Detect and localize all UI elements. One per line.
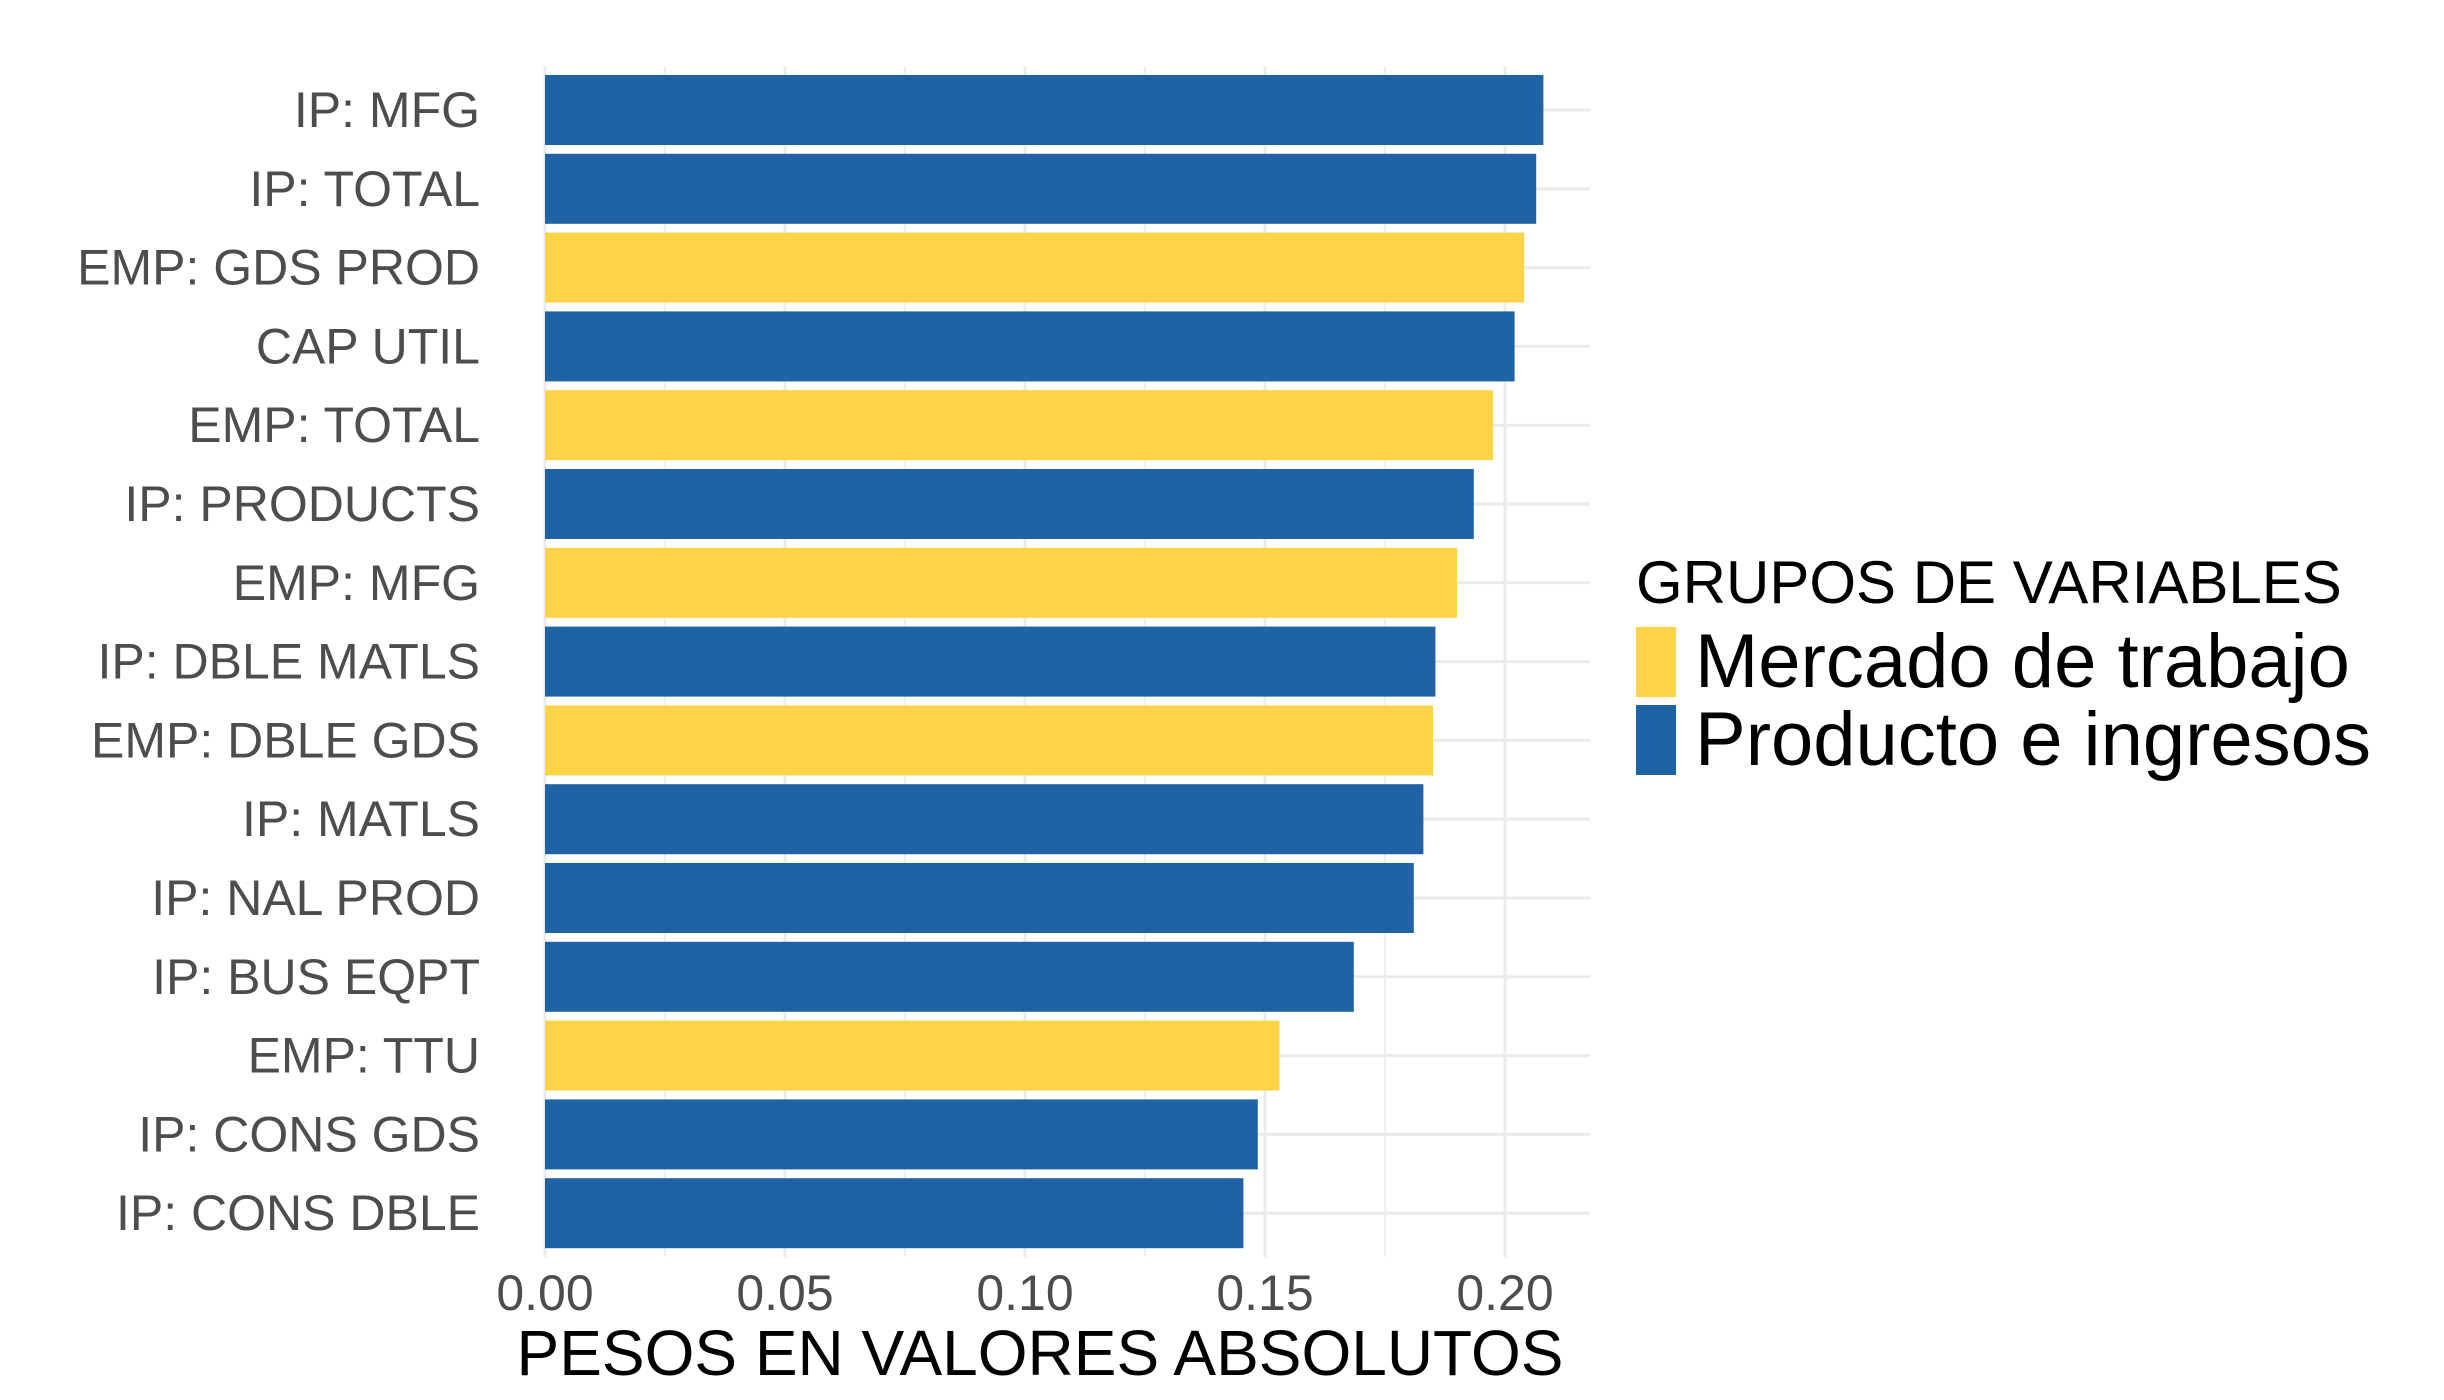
y-tick-label: EMP: DBLE GDS	[91, 712, 480, 768]
bar	[545, 1178, 1244, 1249]
y-tick-label: IP: TOTAL	[249, 161, 480, 217]
bar	[545, 784, 1424, 855]
legend-label: Mercado de trabajo	[1695, 619, 2350, 704]
y-tick-label: EMP: TTU	[248, 1028, 480, 1084]
bar	[545, 626, 1436, 697]
x-tick-label: 0.15	[1216, 1265, 1313, 1321]
y-tick-label: IP: MATLS	[242, 791, 480, 847]
x-axis-title: PESOS EN VALORES ABSOLUTOS	[517, 1317, 1564, 1389]
y-axis-tick-labels: IP: MFG IP: TOTAL EMP: GDS PROD CAP UTIL EMP…	[77, 82, 480, 1241]
legend: GRUPOS DE VARIABLES Mercado de trabajoPr…	[1636, 549, 2371, 782]
bar	[545, 941, 1354, 1012]
y-tick-label: EMP: MFG	[233, 555, 480, 611]
y-tick-label: IP: CONS GDS	[138, 1106, 480, 1162]
bar	[545, 1099, 1258, 1170]
legend-title: GRUPOS DE VARIABLES	[1636, 549, 2342, 616]
bar	[545, 75, 1544, 145]
bar	[545, 469, 1474, 539]
bar	[545, 863, 1414, 933]
bar	[545, 153, 1537, 224]
y-tick-label: IP: NAL PROD	[151, 870, 480, 926]
x-tick-label: 0.00	[496, 1265, 593, 1321]
y-tick-label: EMP: TOTAL	[188, 397, 480, 453]
bars	[545, 75, 1544, 1249]
y-tick-label: IP: CONS DBLE	[116, 1185, 480, 1241]
legend-swatch	[1636, 627, 1676, 697]
legend-swatch	[1636, 705, 1676, 775]
y-tick-label: CAP UTIL	[256, 318, 480, 374]
bar	[545, 232, 1525, 303]
y-tick-label: IP: PRODUCTS	[124, 476, 480, 532]
bar	[545, 311, 1515, 382]
bar	[545, 547, 1457, 618]
x-tick-label: 0.20	[1456, 1265, 1553, 1321]
y-tick-label: IP: DBLE MATLS	[97, 634, 480, 690]
legend-label: Producto e ingresos	[1695, 697, 2371, 782]
x-axis-tick-labels: 0.00 0.05 0.10 0.15 0.20	[496, 1265, 1553, 1321]
bar	[545, 1020, 1280, 1091]
bar	[545, 705, 1433, 776]
y-tick-label: IP: BUS EQPT	[152, 949, 480, 1005]
y-tick-label: IP: MFG	[294, 82, 480, 138]
x-tick-label: 0.10	[976, 1265, 1073, 1321]
bar	[545, 390, 1493, 461]
x-tick-label: 0.05	[736, 1265, 833, 1321]
y-tick-label: EMP: GDS PROD	[77, 240, 480, 296]
